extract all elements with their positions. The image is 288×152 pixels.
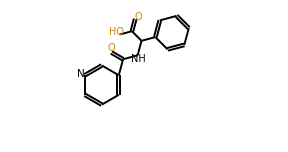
Text: NH: NH xyxy=(131,54,146,64)
Text: HO: HO xyxy=(109,27,124,37)
Text: N: N xyxy=(77,69,85,79)
Text: O: O xyxy=(135,12,142,22)
Text: O: O xyxy=(107,43,115,53)
